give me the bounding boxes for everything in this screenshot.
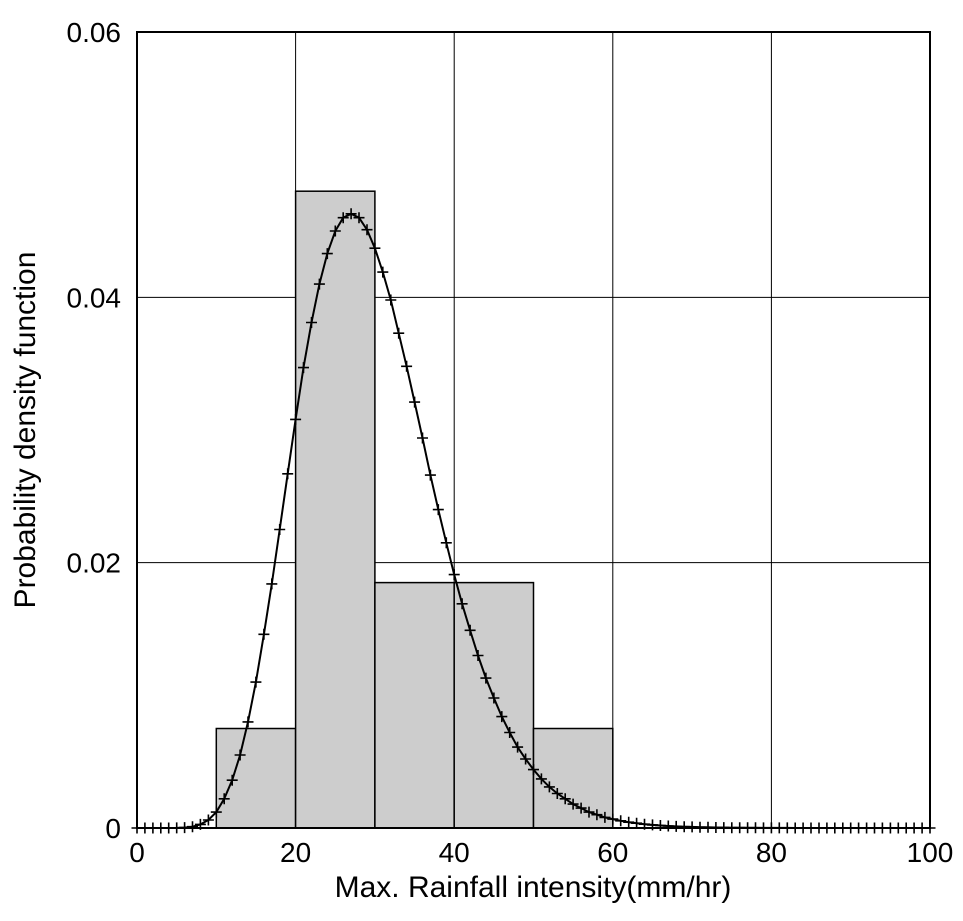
plus-marker xyxy=(551,788,563,799)
plus-marker xyxy=(567,798,579,810)
plus-marker xyxy=(504,727,516,738)
plus-marker xyxy=(385,294,397,306)
x-tick-label: 0 xyxy=(129,837,145,868)
y-tick-labels: 0 0.02 0.04 0.06 xyxy=(67,17,122,844)
plus-marker xyxy=(623,816,635,828)
plus-marker xyxy=(393,327,405,339)
plus-marker xyxy=(377,266,389,278)
plus-marker xyxy=(321,248,333,260)
plus-marker xyxy=(535,773,547,785)
plus-marker xyxy=(369,242,381,254)
histogram-bar xyxy=(532,727,614,829)
plus-marker xyxy=(417,432,428,444)
plus-marker xyxy=(202,814,214,826)
plus-marker xyxy=(496,711,508,723)
plus-marker xyxy=(520,753,532,765)
plus-marker xyxy=(591,809,603,821)
y-tick-label: 0.02 xyxy=(67,548,122,579)
plus-marker xyxy=(266,578,278,590)
plus-marker xyxy=(313,278,325,290)
plus-marker xyxy=(424,469,436,481)
plus-marker xyxy=(440,537,452,549)
plus-marker xyxy=(282,468,294,480)
plus-marker xyxy=(361,224,373,236)
plot-border-layer xyxy=(136,31,931,829)
plus-marker xyxy=(543,781,555,793)
plus-marker xyxy=(480,672,492,684)
plus-marker xyxy=(615,815,627,827)
plus-marker xyxy=(210,806,222,818)
histogram-bar xyxy=(374,581,455,829)
plus-marker xyxy=(528,764,539,776)
plus-marker xyxy=(607,813,619,825)
plus-marker xyxy=(575,802,587,814)
plus-marker xyxy=(631,817,643,829)
plus-marker xyxy=(258,628,270,640)
x-tick-label: 40 xyxy=(439,837,470,868)
plus-marker xyxy=(345,208,357,220)
histogram-bar xyxy=(294,190,376,829)
y-axis-title: Probability density function xyxy=(9,252,42,609)
histogram-bar xyxy=(215,727,297,829)
histogram-bars xyxy=(215,190,614,829)
x-tick-label: 80 xyxy=(756,837,787,868)
plus-marker xyxy=(448,569,460,581)
plus-marker xyxy=(306,317,317,328)
plus-marker xyxy=(583,806,595,818)
x-axis-title: Max. Rainfall intensity(mm/hr) xyxy=(335,871,732,904)
plus-marker xyxy=(599,811,611,823)
plus-marker xyxy=(329,225,341,237)
plus-marker xyxy=(432,504,444,516)
plus-marker xyxy=(234,749,246,761)
plus-marker xyxy=(290,413,302,425)
plus-marker xyxy=(464,624,476,636)
y-tick-label: 0 xyxy=(105,813,121,844)
x-tick-label: 20 xyxy=(280,837,311,868)
plus-marker xyxy=(274,524,286,535)
x-tick-label: 100 xyxy=(907,837,954,868)
plus-marker xyxy=(401,360,413,372)
plus-marker xyxy=(218,793,230,805)
plus-marker xyxy=(187,821,198,833)
plus-marker xyxy=(409,396,421,408)
plus-marker xyxy=(226,774,238,786)
plus-marker xyxy=(250,676,262,688)
y-tick-label: 0.04 xyxy=(67,282,122,313)
plus-marker xyxy=(559,793,571,805)
x-tick-labels: 0 20 40 60 80 100 xyxy=(129,837,953,868)
plot-border xyxy=(136,31,931,829)
plus-marker xyxy=(242,716,254,728)
plus-marker xyxy=(472,650,484,661)
plus-marker xyxy=(488,692,500,704)
plus-marker xyxy=(337,212,349,224)
x-tick-label: 60 xyxy=(597,837,628,868)
plus-marker xyxy=(456,598,468,610)
plus-marker xyxy=(512,741,524,753)
plus-marker xyxy=(298,362,309,374)
plus-marker xyxy=(353,212,365,224)
y-tick-label: 0.06 xyxy=(67,17,122,48)
